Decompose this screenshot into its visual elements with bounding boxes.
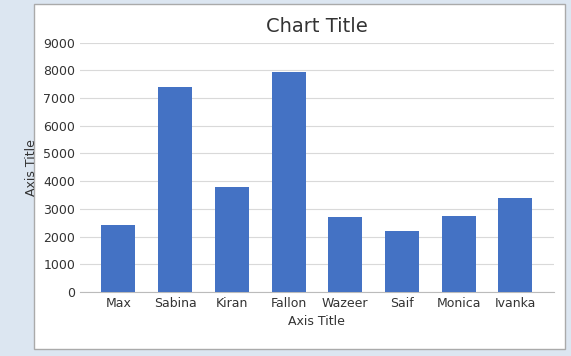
Bar [498,198,532,292]
Bar [328,217,362,292]
Bar [385,231,419,292]
Bar [215,187,249,292]
Bar [158,87,192,292]
Bar [102,225,135,292]
X-axis label: Axis Title: Axis Title [288,315,345,328]
Y-axis label: Axis Title: Axis Title [25,139,38,196]
Bar [272,72,305,292]
Bar [441,216,476,292]
Title: Chart Title: Chart Title [266,17,368,36]
